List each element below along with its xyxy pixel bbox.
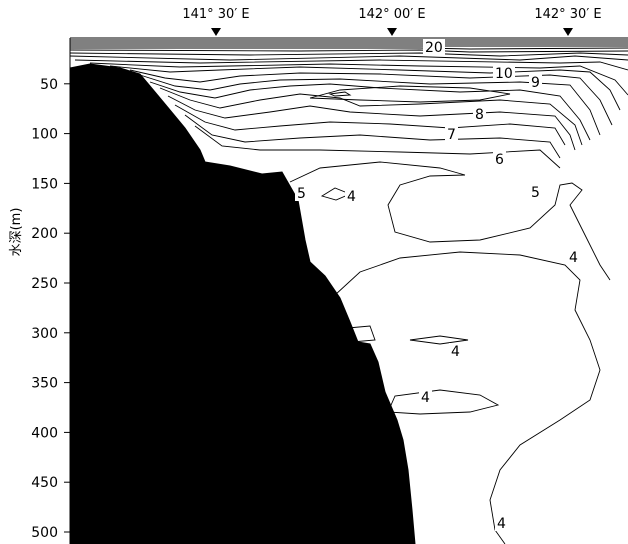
contour-line xyxy=(347,325,376,343)
y-tick-label: 200 xyxy=(31,226,58,242)
contour-line xyxy=(70,47,628,50)
contour-label-bg xyxy=(345,188,358,204)
contour-line xyxy=(69,52,628,57)
contour-label: 4 xyxy=(421,390,430,406)
y-tick-label: 50 xyxy=(40,77,58,93)
contour-label: 8 xyxy=(475,107,484,123)
contour-label-bg xyxy=(529,74,542,90)
contour-label-bg xyxy=(449,343,462,359)
contour-label: 4 xyxy=(497,516,506,532)
contour-line xyxy=(129,69,613,126)
y-axis: 50 100 150 200 250 300 350 400 450 500 水深(m) xyxy=(9,77,70,541)
contour-label-bg xyxy=(423,39,445,55)
contour-label-bg xyxy=(473,106,486,122)
contour-line xyxy=(149,81,591,141)
contour-line xyxy=(328,91,352,97)
longitude-marker-triangle xyxy=(563,28,573,36)
contour-line xyxy=(289,161,466,183)
contour-label-bg xyxy=(445,126,458,142)
contour-line xyxy=(174,104,566,146)
contour-line xyxy=(109,65,621,111)
contour-label: 20 xyxy=(425,40,443,56)
contour-line xyxy=(167,95,576,151)
contour-label-bg xyxy=(295,185,308,201)
y-tick-label: 100 xyxy=(31,127,58,143)
contour-line xyxy=(309,85,511,103)
contour-line xyxy=(409,335,469,345)
contour-line xyxy=(69,55,628,61)
contour-line xyxy=(74,59,628,71)
contour-label: 9 xyxy=(531,75,540,91)
contour-label: 4 xyxy=(569,250,578,266)
y-tick-label: 450 xyxy=(31,475,58,491)
contour-line xyxy=(89,62,628,96)
contour-label-bg xyxy=(493,65,515,81)
contour-line xyxy=(334,251,601,544)
contour-label-bg xyxy=(419,389,432,405)
contour-label-bg xyxy=(495,515,508,531)
contour-label: 5 xyxy=(531,185,540,201)
contour-label-bg xyxy=(529,184,542,200)
longitude-label: 141° 30′ E xyxy=(182,7,249,22)
y-tick-label: 350 xyxy=(31,376,58,392)
contour-line xyxy=(139,74,601,136)
longitude-label: 142° 00′ E xyxy=(358,7,425,22)
contour-line xyxy=(387,174,611,281)
contour-label: 10 xyxy=(495,66,513,82)
contour-label-bg xyxy=(493,151,506,167)
top-markers: 141° 30′ E 142° 00′ E 142° 30′ E xyxy=(182,7,602,36)
contour-label: 4 xyxy=(347,189,356,205)
longitude-marker-triangle xyxy=(387,28,397,36)
contour-line xyxy=(194,125,561,169)
y-tick-label: 250 xyxy=(31,276,58,292)
contour-label: 6 xyxy=(495,152,504,168)
longitude-label: 142° 30′ E xyxy=(534,7,601,22)
seafloor xyxy=(69,63,416,544)
contour-label: 4 xyxy=(451,344,460,360)
y-tick-label: 500 xyxy=(31,525,58,541)
y-tick-label: 400 xyxy=(31,425,58,441)
contour-line xyxy=(159,87,583,146)
y-tick-label: 300 xyxy=(31,326,58,342)
contour-line xyxy=(184,114,561,159)
contour-line xyxy=(69,49,628,53)
y-axis-label: 水深(m) xyxy=(9,208,24,257)
longitude-marker-triangle xyxy=(211,28,221,36)
contour-label: 5 xyxy=(297,186,306,202)
contour-labels: 20 10 9 8 7 6 5 4 5 4 4 4 4 xyxy=(295,39,580,532)
contour-lines xyxy=(69,37,628,544)
contour-line xyxy=(387,389,500,415)
contour-label: 7 xyxy=(447,127,456,143)
contour-label-bg xyxy=(567,249,580,265)
y-tick-label: 150 xyxy=(31,176,58,192)
